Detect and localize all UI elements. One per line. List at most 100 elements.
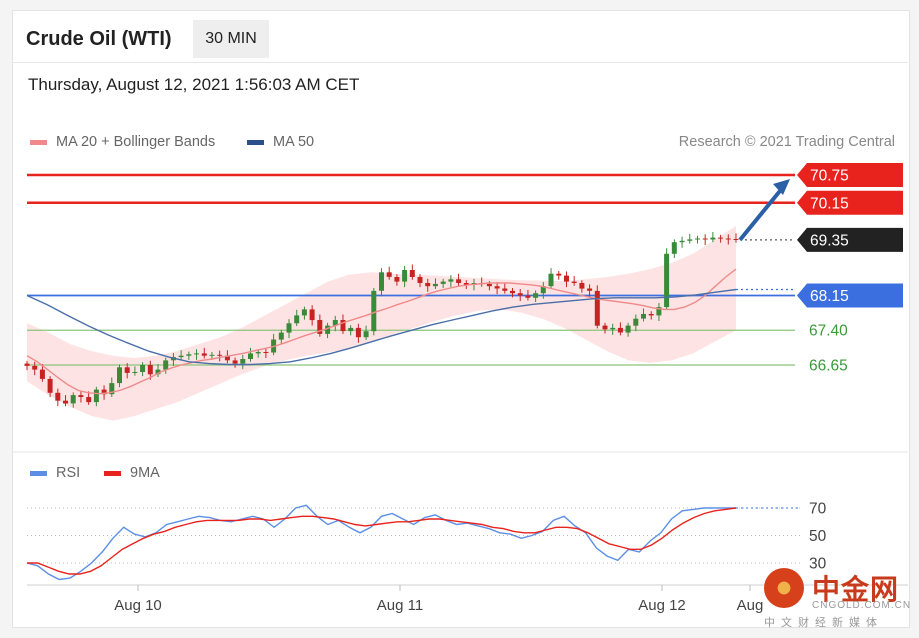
- candle-body: [564, 275, 569, 282]
- header-divider: [12, 62, 908, 63]
- candle-body: [240, 359, 246, 364]
- candle-body: [502, 288, 508, 291]
- level-label-69-35: 69.35: [810, 232, 849, 249]
- x-tick-label: Aug 10: [114, 597, 162, 614]
- candle-body: [93, 389, 99, 403]
- candle-body: [718, 237, 724, 239]
- ma50-line: [26, 288, 737, 366]
- candle-body: [301, 309, 307, 316]
- rsi-tick-label: 30: [809, 556, 827, 573]
- candle-body: [294, 315, 300, 324]
- rsi-ma-swatch: [104, 470, 121, 476]
- candle-body: [679, 240, 685, 243]
- watermark-url: CNGOLD.COM.CN: [812, 600, 912, 611]
- candle-body: [417, 277, 423, 283]
- candle-body: [248, 353, 253, 359]
- candle-body: [317, 320, 323, 334]
- candle-body: [325, 325, 331, 334]
- candle-body: [117, 367, 122, 384]
- instrument-title: Crude Oil (WTI): [26, 28, 172, 50]
- candle-body: [309, 309, 315, 321]
- bollinger-band: [27, 226, 736, 421]
- candle-body: [332, 320, 338, 326]
- candle-body: [101, 389, 107, 395]
- candle-body: [232, 360, 238, 364]
- ma20-swatch: [30, 139, 47, 145]
- candle-body: [710, 237, 716, 240]
- ma20-line: [26, 268, 737, 395]
- level-label-66-65: 66.65: [809, 358, 848, 375]
- candle-body: [194, 353, 199, 355]
- candle-body: [571, 281, 577, 283]
- candle-body: [348, 327, 354, 332]
- candle-body: [402, 270, 408, 282]
- candle-body: [340, 320, 346, 332]
- x-tick-label: Aug: [737, 597, 764, 614]
- candle-body: [617, 327, 623, 333]
- candle-body: [602, 325, 608, 330]
- level-tag-70-75: [797, 163, 903, 187]
- x-tick-label: Aug 12: [638, 597, 686, 614]
- watermark-subtitle: 中文财经新媒体: [764, 617, 883, 629]
- legend-rsi-ma: 9MA: [104, 465, 160, 481]
- legend-ma20-label: MA 20 + Bollinger Bands: [56, 134, 216, 150]
- level-label-68-15: 68.15: [810, 288, 849, 305]
- legend-rsi-ma-label: 9MA: [130, 465, 160, 481]
- candle-body: [386, 272, 392, 277]
- candle-body: [379, 272, 384, 291]
- candle-body: [286, 323, 292, 333]
- candle-body: [448, 279, 454, 282]
- candle-body: [633, 318, 639, 326]
- datetime-label: Thursday, August 12, 2021 1:56:03 AM CET: [28, 75, 360, 94]
- candle-body: [124, 367, 130, 373]
- candle-body: [32, 365, 38, 370]
- candle-body: [494, 286, 500, 289]
- candle-body: [648, 314, 654, 316]
- legend-ma20: MA 20 + Bollinger Bands: [30, 134, 215, 150]
- candle-body: [39, 369, 45, 379]
- candle-body: [610, 327, 616, 330]
- candle-body: [217, 354, 223, 356]
- legend-ma50-label: MA 50: [273, 134, 315, 150]
- forecast-arrow-shaft: [738, 184, 786, 242]
- candle-body: [486, 283, 492, 287]
- level-label-67-40: 67.40: [809, 323, 848, 340]
- candle-body: [109, 383, 115, 395]
- candle-body: [425, 283, 431, 287]
- candle-body: [363, 331, 369, 338]
- candle-body: [587, 288, 593, 291]
- candle-body: [463, 283, 469, 285]
- candle-body: [394, 277, 400, 282]
- research-credit: Research © 2021 Trading Central: [678, 134, 895, 150]
- candle-body: [656, 307, 662, 316]
- rsi-line: [26, 504, 736, 581]
- candle-body: [47, 378, 53, 393]
- candle-body: [548, 273, 554, 287]
- candle-body: [140, 365, 146, 372]
- candle-body: [70, 395, 76, 404]
- rsi-tick-label: 50: [809, 528, 827, 545]
- rsi-ma-line: [27, 507, 737, 575]
- candle-body: [556, 273, 562, 276]
- rsi-tick-label: 70: [809, 501, 827, 518]
- legend-rsi-label: RSI: [56, 465, 81, 481]
- level-tag-69-35: [797, 227, 903, 252]
- candle-body: [641, 314, 646, 319]
- timeframe-button[interactable]: 30 MIN: [193, 20, 269, 58]
- candle-body: [594, 290, 600, 326]
- candle-body: [55, 392, 61, 401]
- candle-body: [78, 395, 84, 397]
- watermark: 中金网 CNGOLD.COM.CN 中文财经新媒体: [760, 566, 912, 629]
- candle-body: [671, 242, 677, 254]
- candle-body: [209, 354, 215, 356]
- level-tag-68-15: [797, 283, 903, 308]
- candle-body: [132, 372, 138, 373]
- candle-body: [440, 281, 446, 284]
- candle-body: [263, 352, 269, 353]
- candle-body: [86, 397, 92, 403]
- candle-body: [178, 355, 184, 358]
- candle-body: [163, 360, 169, 370]
- candle-body: [725, 238, 731, 240]
- legend-ma50: MA 50: [247, 134, 314, 150]
